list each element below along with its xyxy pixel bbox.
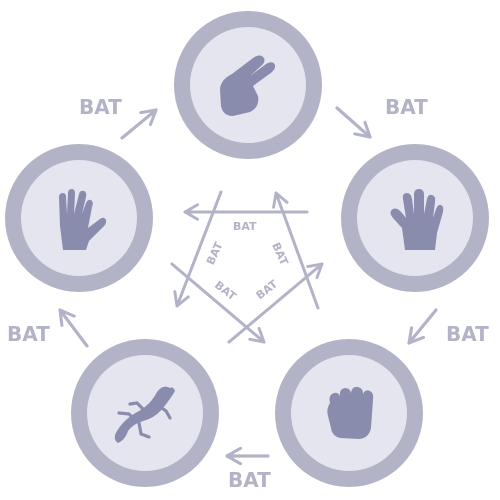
arrow-inner-upper-right <box>272 191 320 310</box>
spock-hand-icon <box>59 189 107 250</box>
paper-hand-icon <box>390 189 444 250</box>
arrow-scissors-to-paper <box>335 106 372 139</box>
outer-arrows <box>58 106 438 466</box>
node-lizard <box>71 339 219 487</box>
inner-label: BAT <box>269 241 291 268</box>
node-spock <box>5 144 153 292</box>
outer-label: BAT <box>446 322 489 346</box>
outer-label: BAT <box>385 95 428 119</box>
inner-label: BAT <box>254 277 281 302</box>
node-rock <box>275 339 423 487</box>
lizard-icon <box>114 386 175 443</box>
arrow-paper-to-rock <box>407 308 438 345</box>
inner-label: BAT <box>204 240 226 267</box>
inner-arrows <box>170 190 324 344</box>
arrow-lizard-to-spock <box>58 308 89 348</box>
node-paper <box>341 144 489 292</box>
arrow-spock-to-scissors <box>120 108 158 140</box>
arrow-inner-lower-left <box>170 262 266 344</box>
arrow-inner-lower-right <box>227 262 324 344</box>
inner-label: BAT <box>233 220 257 233</box>
scissors-hand-icon <box>220 55 276 116</box>
rock-fist-icon <box>327 386 374 439</box>
outer-label: BAT <box>79 95 122 119</box>
outer-label: BAT <box>7 322 50 346</box>
outer-label: BAT <box>228 468 271 492</box>
arrow-inner-upper-left <box>173 190 223 308</box>
node-scissors <box>174 11 322 159</box>
